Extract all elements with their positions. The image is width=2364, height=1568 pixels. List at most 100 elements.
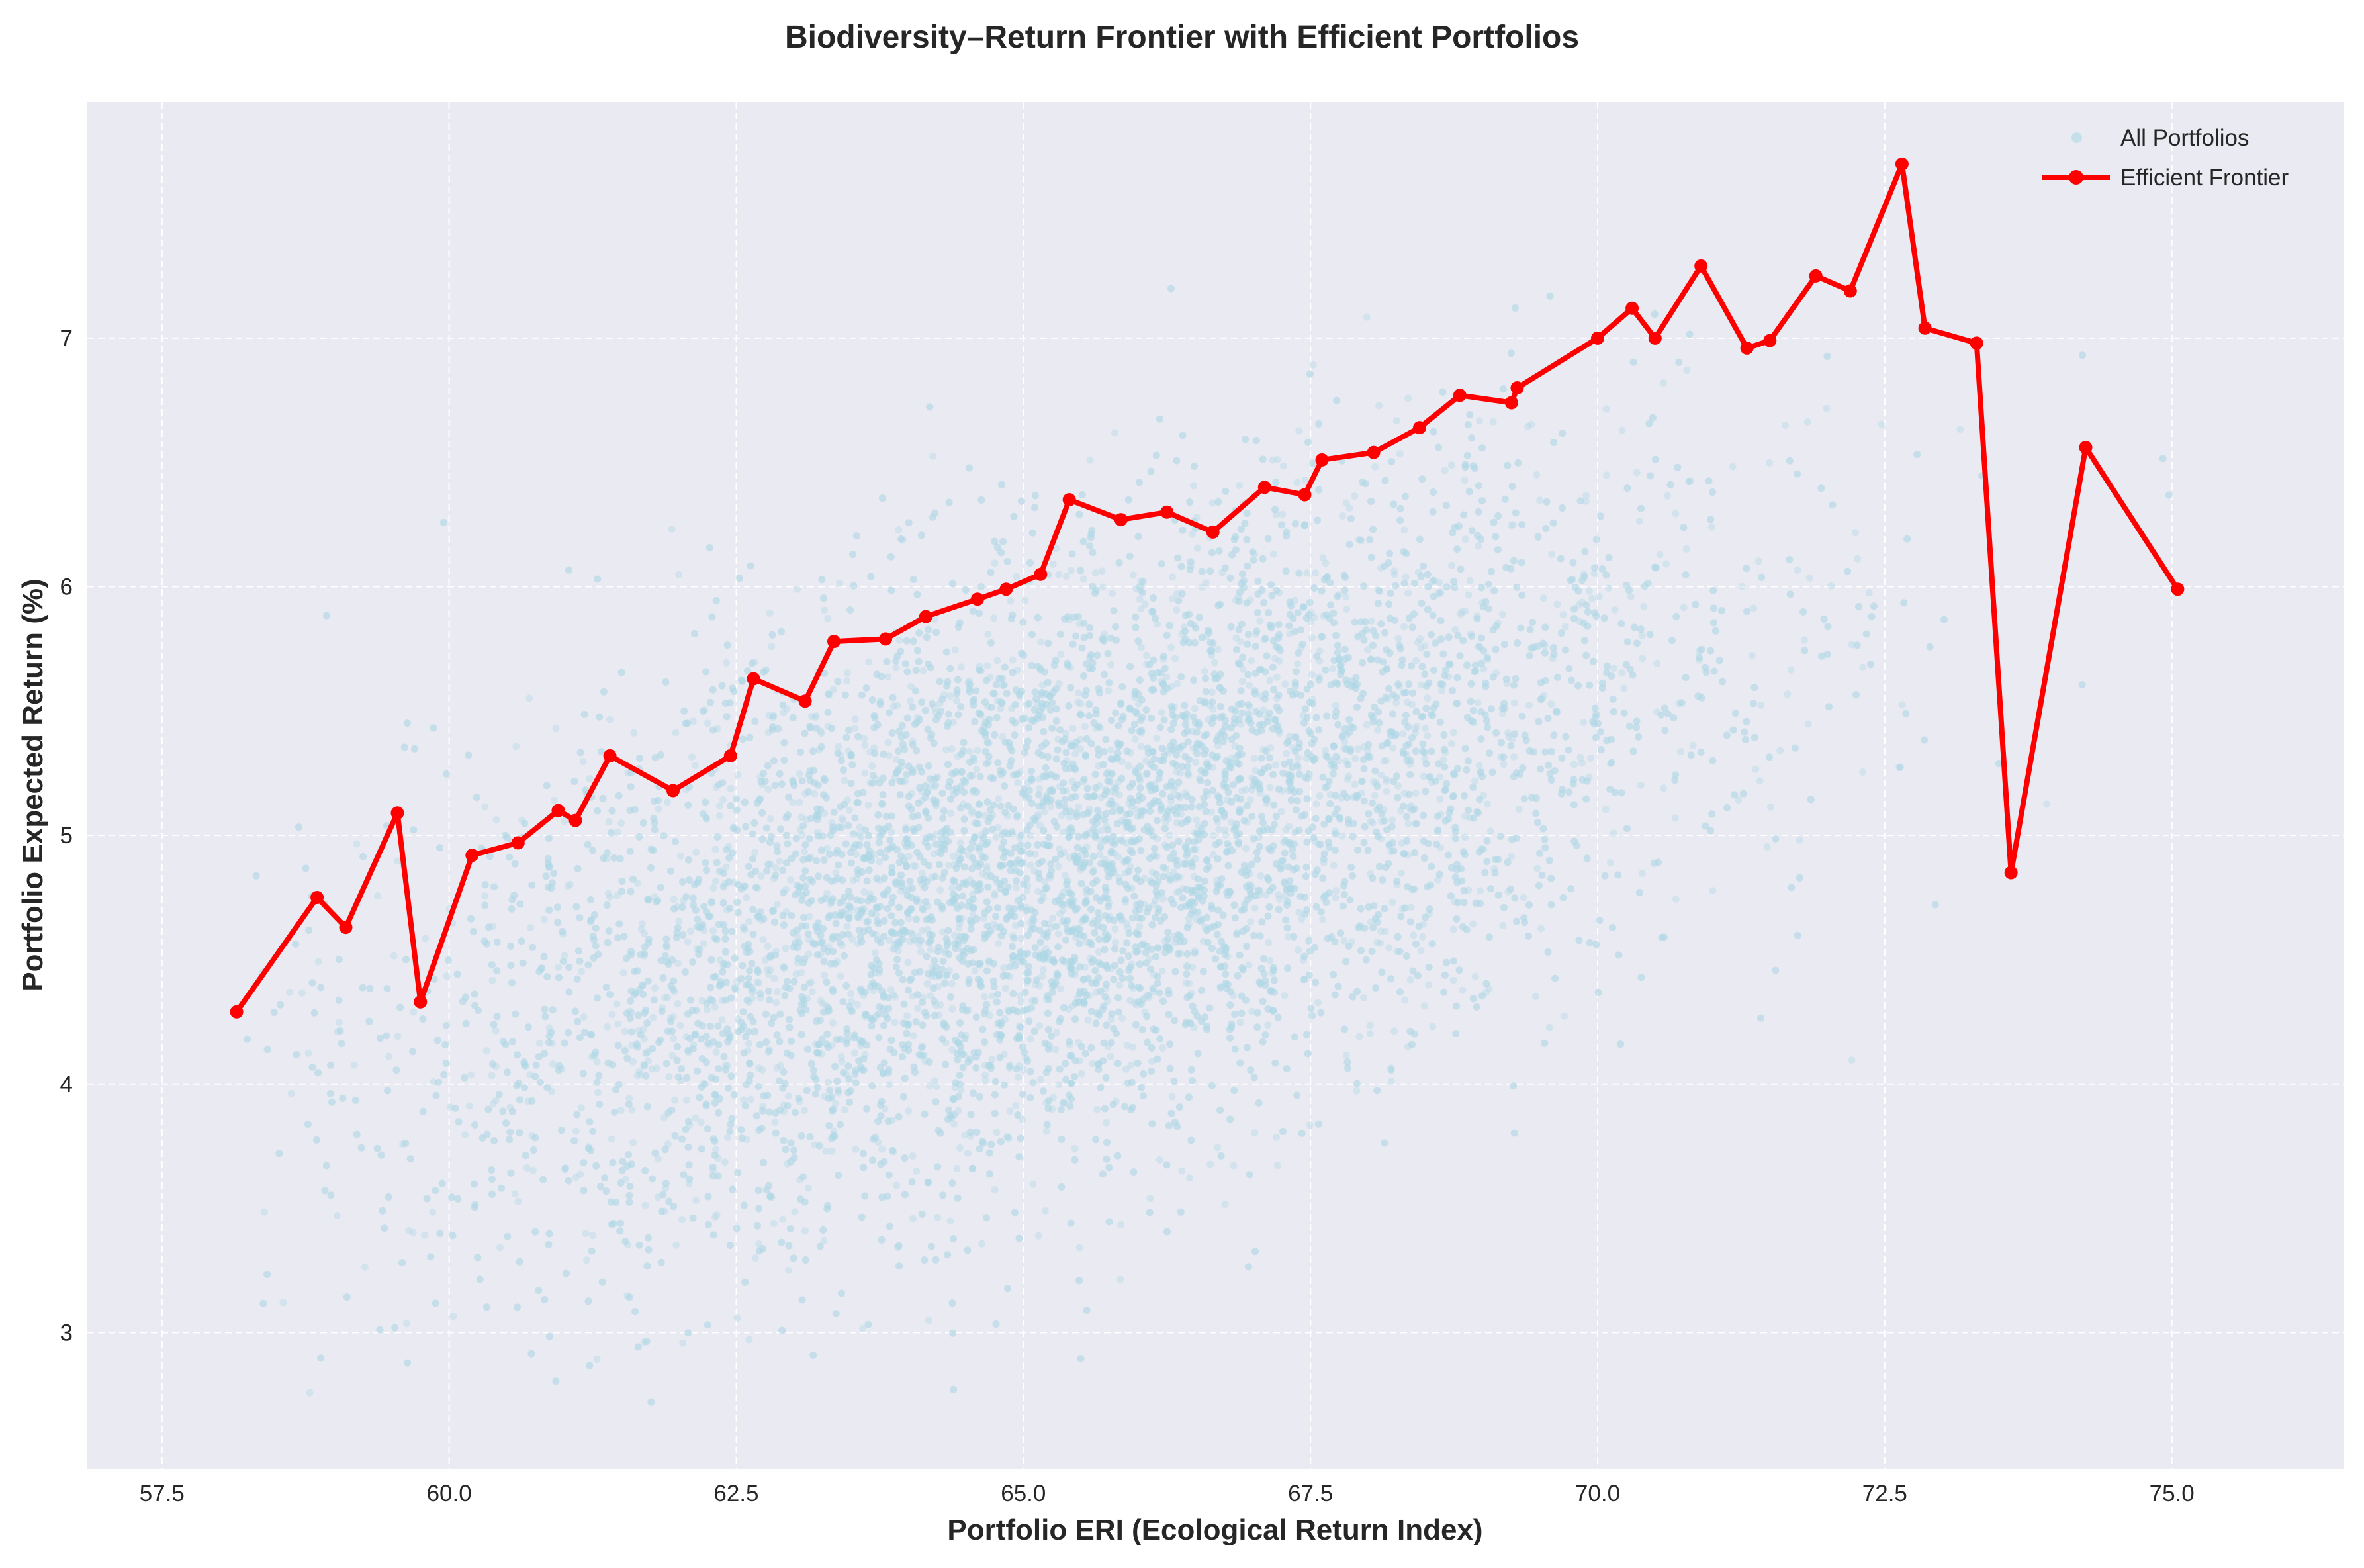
- scatter-point: [1015, 1062, 1023, 1070]
- scatter-point: [951, 860, 958, 868]
- scatter-point: [821, 776, 829, 784]
- scatter-point: [1156, 1156, 1163, 1164]
- scatter-point: [1687, 477, 1695, 485]
- scatter-point: [1339, 512, 1347, 520]
- scatter-point: [1375, 402, 1383, 410]
- scatter-point: [1310, 834, 1318, 842]
- scatter-point: [1028, 529, 1036, 537]
- scatter-point: [1801, 636, 1808, 644]
- scatter-point: [1255, 891, 1263, 899]
- scatter-point: [937, 708, 945, 715]
- scatter-point: [1434, 876, 1442, 884]
- scatter-point: [1570, 761, 1578, 768]
- scatter-point: [764, 943, 772, 950]
- scatter-point: [1072, 809, 1080, 817]
- scatter-point: [1561, 623, 1569, 631]
- scatter-point: [1689, 741, 1697, 749]
- scatter-point: [893, 1181, 900, 1189]
- scatter-point: [1009, 932, 1017, 940]
- scatter-point: [1167, 643, 1175, 651]
- scatter-point: [523, 1164, 531, 1172]
- scatter-point: [783, 705, 791, 713]
- scatter-point: [1478, 497, 1486, 505]
- scatter-point: [825, 1078, 833, 1086]
- scatter-point: [889, 894, 897, 901]
- scatter-point: [1111, 925, 1119, 933]
- scatter-point: [977, 831, 985, 839]
- scatter-point: [1291, 733, 1298, 741]
- scatter-point: [638, 920, 646, 928]
- scatter-point: [967, 1132, 975, 1140]
- scatter-point: [1249, 782, 1257, 790]
- scatter-point: [845, 806, 853, 814]
- scatter-point: [1171, 939, 1179, 946]
- scatter-point: [1072, 934, 1080, 942]
- scatter-point: [925, 915, 933, 923]
- scatter-point: [1314, 999, 1322, 1007]
- scatter-point: [884, 739, 892, 747]
- scatter-point: [748, 988, 756, 995]
- scatter-point: [1170, 703, 1178, 711]
- scatter-point: [676, 1021, 684, 1029]
- scatter-point: [1398, 905, 1406, 913]
- scatter-point: [1455, 966, 1463, 974]
- scatter-point: [1246, 796, 1254, 804]
- scatter-point: [1385, 842, 1393, 850]
- scatter-points: [243, 285, 2173, 1406]
- scatter-point: [1748, 652, 1756, 660]
- scatter-point: [1277, 857, 1285, 865]
- scatter-point: [1058, 892, 1066, 900]
- scatter-point: [1109, 590, 1116, 598]
- scatter-point: [1341, 738, 1349, 746]
- scatter-point: [976, 961, 984, 969]
- scatter-point: [930, 850, 938, 858]
- scatter-point: [1475, 542, 1482, 550]
- scatter-point: [755, 796, 763, 804]
- scatter-point: [1298, 1129, 1306, 1137]
- scatter-point: [629, 1058, 637, 1066]
- scatter-point: [623, 1292, 631, 1300]
- scatter-point: [1420, 920, 1428, 928]
- scatter-point: [993, 657, 1001, 665]
- scatter-point: [1059, 1100, 1067, 1108]
- scatter-point: [1956, 426, 1964, 433]
- scatter-point: [813, 1049, 821, 1057]
- scatter-point: [1750, 604, 1758, 612]
- scatter-point: [1140, 900, 1148, 908]
- scatter-point: [1190, 1024, 1198, 1031]
- scatter-point: [703, 815, 711, 823]
- scatter-point: [640, 1035, 648, 1043]
- scatter-point: [1191, 854, 1199, 862]
- scatter-point: [1710, 604, 1717, 612]
- scatter-point: [1157, 805, 1165, 813]
- scatter-point: [828, 819, 836, 827]
- scatter-point: [796, 798, 803, 806]
- scatter-point: [1048, 982, 1056, 990]
- scatter-point: [1485, 985, 1493, 993]
- scatter-point: [614, 829, 622, 836]
- scatter-point: [1248, 883, 1256, 891]
- scatter-point: [958, 1050, 966, 1058]
- scatter-point: [334, 1027, 341, 1035]
- scatter-point: [717, 867, 725, 874]
- scatter-point: [1461, 477, 1469, 484]
- scatter-point: [928, 731, 936, 738]
- scatter-point: [936, 886, 944, 894]
- scatter-point: [821, 1093, 829, 1101]
- scatter-point: [1083, 784, 1091, 792]
- scatter-point: [1126, 749, 1134, 757]
- scatter-point: [1169, 573, 1176, 581]
- scatter-point: [805, 936, 813, 944]
- scatter-point: [670, 988, 678, 995]
- scatter-point: [888, 1117, 896, 1125]
- scatter-point: [1766, 459, 1773, 467]
- scatter-point: [956, 1144, 964, 1152]
- scatter-point: [1675, 700, 1683, 708]
- scatter-point: [1063, 787, 1071, 795]
- scatter-point: [1391, 732, 1399, 740]
- scatter-point: [1104, 768, 1112, 776]
- scatter-point: [950, 1120, 958, 1128]
- scatter-point: [1489, 418, 1497, 426]
- scatter-point: [852, 1145, 860, 1153]
- scatter-point: [1301, 476, 1309, 484]
